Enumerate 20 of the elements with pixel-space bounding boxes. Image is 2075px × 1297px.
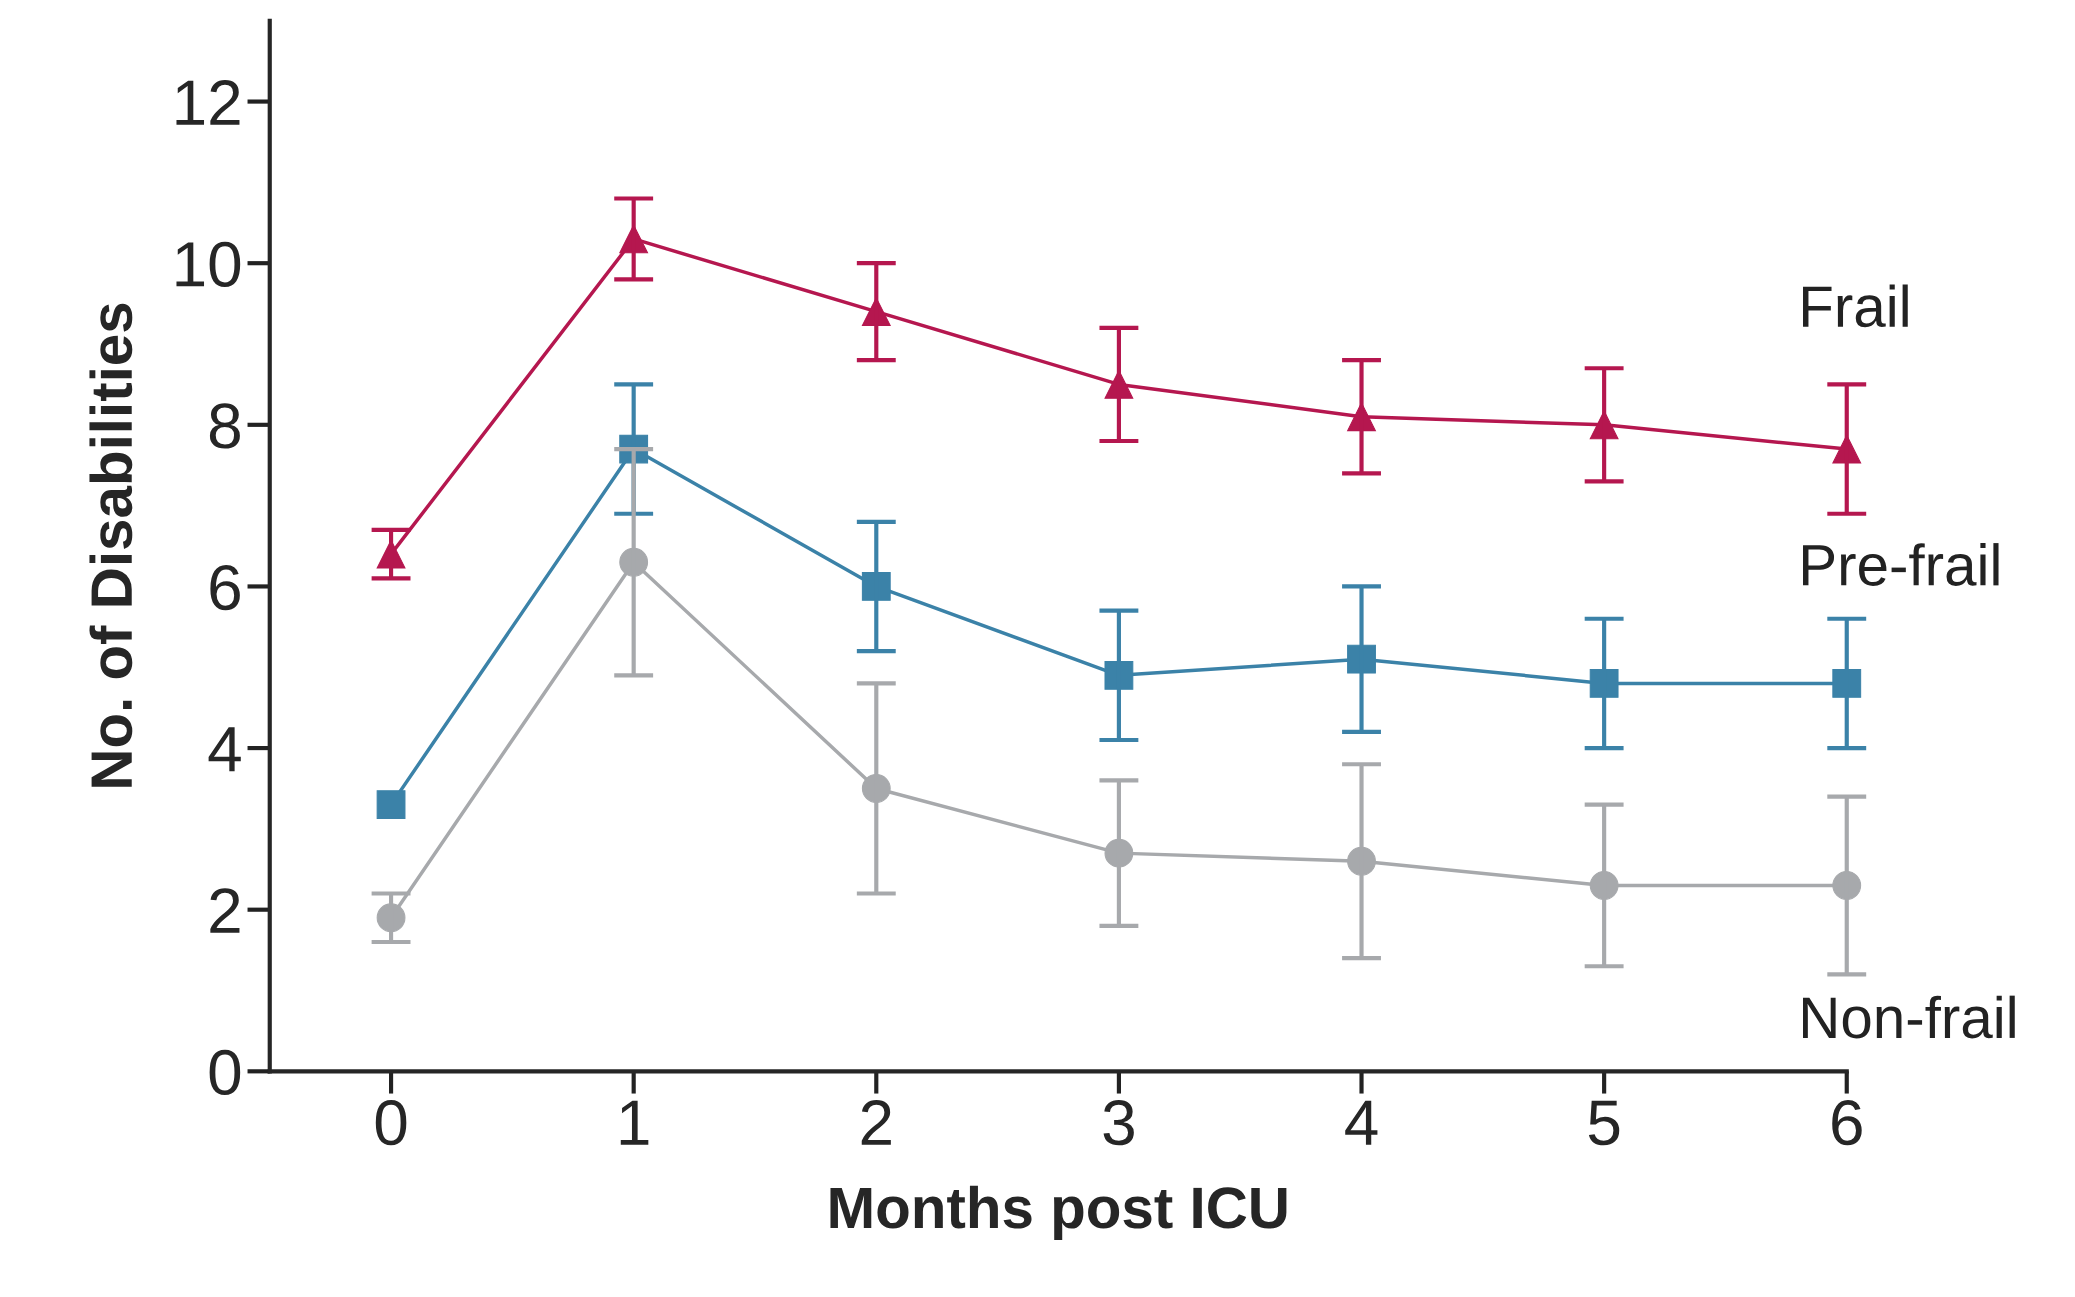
x-tick-label: 4	[1345, 1100, 1378, 1145]
series-label: Pre-frail	[1803, 543, 1999, 586]
y-tick-label: 6	[210, 564, 240, 611]
x-tick-label: 2	[861, 1100, 891, 1145]
y-tick-label: 10	[176, 241, 241, 287]
x-tick-label: 1	[620, 1100, 649, 1145]
y-tick-label: 4	[208, 727, 241, 772]
y-tick-label: 2	[210, 888, 240, 933]
y-tick-label: 0	[209, 1049, 241, 1096]
y-tick-label: 12	[176, 80, 240, 125]
x-tick-label: 0	[375, 1100, 407, 1146]
series-label: Frail	[1803, 284, 1908, 328]
x-tick-label: 3	[1103, 1100, 1134, 1146]
point	[376, 790, 406, 820]
x-axis-title: Months post ICU	[830, 1185, 1287, 1241]
y-tick-label: 8	[209, 403, 240, 449]
y-axis-title: No. of Disabilities	[89, 303, 133, 787]
x-tick-label: 6	[1832, 1100, 1862, 1146]
series-label: Non-frail	[1803, 995, 2015, 1039]
x-tick-label: 5	[1588, 1100, 1620, 1146]
